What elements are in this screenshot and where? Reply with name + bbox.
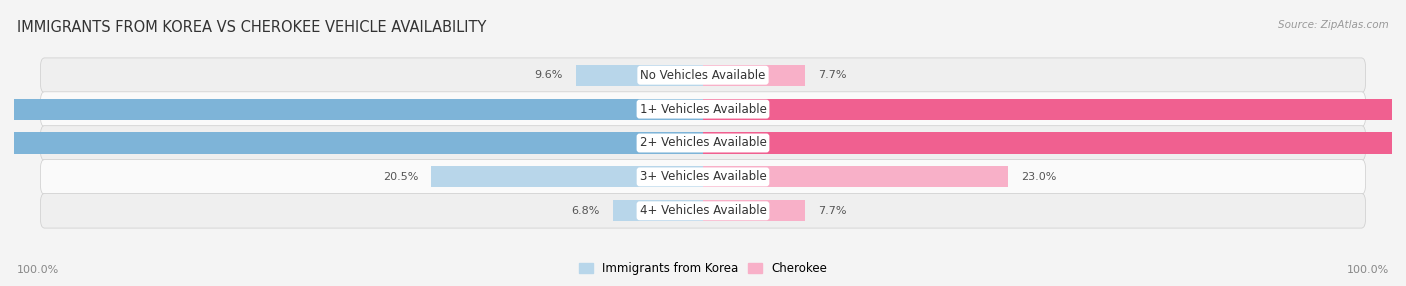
Bar: [0, 132, 703, 154]
FancyBboxPatch shape: [41, 160, 1365, 194]
Text: 100.0%: 100.0%: [17, 265, 59, 275]
FancyBboxPatch shape: [41, 58, 1365, 92]
Text: 4+ Vehicles Available: 4+ Vehicles Available: [640, 204, 766, 217]
Bar: [703, 65, 806, 86]
Text: No Vehicles Available: No Vehicles Available: [640, 69, 766, 82]
Bar: [613, 200, 703, 221]
Bar: [576, 65, 703, 86]
Bar: [703, 166, 1008, 187]
Text: 7.7%: 7.7%: [818, 206, 846, 216]
Text: 20.5%: 20.5%: [382, 172, 418, 182]
FancyBboxPatch shape: [41, 92, 1365, 126]
Text: 2+ Vehicles Available: 2+ Vehicles Available: [640, 136, 766, 150]
Text: 1+ Vehicles Available: 1+ Vehicles Available: [640, 103, 766, 116]
Bar: [703, 132, 1406, 154]
Text: 3+ Vehicles Available: 3+ Vehicles Available: [640, 170, 766, 183]
Text: 7.7%: 7.7%: [818, 70, 846, 80]
FancyBboxPatch shape: [41, 126, 1365, 160]
Bar: [703, 200, 806, 221]
Text: 9.6%: 9.6%: [534, 70, 562, 80]
Text: 23.0%: 23.0%: [1021, 172, 1056, 182]
Text: 100.0%: 100.0%: [1347, 265, 1389, 275]
FancyBboxPatch shape: [41, 194, 1365, 228]
Bar: [0, 99, 703, 120]
Text: 6.8%: 6.8%: [571, 206, 600, 216]
Bar: [703, 99, 1406, 120]
Text: Source: ZipAtlas.com: Source: ZipAtlas.com: [1278, 20, 1389, 30]
Text: IMMIGRANTS FROM KOREA VS CHEROKEE VEHICLE AVAILABILITY: IMMIGRANTS FROM KOREA VS CHEROKEE VEHICL…: [17, 20, 486, 35]
Bar: [432, 166, 703, 187]
Legend: Immigrants from Korea, Cherokee: Immigrants from Korea, Cherokee: [574, 257, 832, 280]
